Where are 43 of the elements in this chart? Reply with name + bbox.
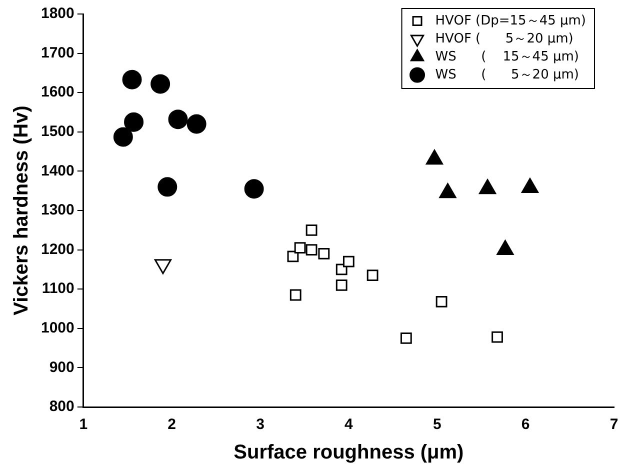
point — [436, 296, 448, 308]
y-tick-label: 1100 — [42, 280, 74, 298]
y-tick-label: 1700 — [40, 44, 74, 62]
y-tick-label: 1600 — [40, 84, 74, 101]
y-tick-label: 900 — [49, 358, 74, 376]
point — [400, 332, 412, 344]
y-tick-label: 1400 — [40, 162, 74, 180]
point — [306, 224, 318, 236]
y-tick-label: 800 — [49, 398, 74, 416]
point — [318, 248, 330, 260]
point — [150, 74, 170, 94]
x-axis-title: Surface roughness (μm) — [234, 442, 464, 464]
y-tick-label: 1200 — [40, 240, 74, 258]
x-tick-label: 7 — [610, 416, 618, 434]
point — [158, 177, 178, 197]
point — [342, 256, 354, 268]
x-tick-label: 2 — [168, 416, 176, 434]
legend-label: HVOF ( 5～20 μm) — [435, 31, 574, 46]
point — [294, 242, 306, 254]
point — [244, 179, 264, 199]
y-axis-title: Vickers hardness (Hv) — [10, 106, 33, 316]
legend-label: WS ( 5～20 μm) — [435, 67, 579, 82]
point — [122, 70, 142, 90]
y-tick-label: 1300 — [40, 202, 74, 219]
y-tick-label: 1500 — [40, 123, 74, 140]
point — [113, 127, 133, 147]
point — [306, 244, 318, 256]
legend-label: WS ( 15～45 μm) — [435, 49, 580, 64]
point — [366, 270, 378, 282]
x-tick-label: 6 — [521, 416, 530, 434]
point — [186, 114, 206, 134]
y-tick-label: 1000 — [40, 320, 74, 337]
point — [168, 110, 188, 130]
point — [290, 289, 302, 301]
x-tick-label: 1 — [79, 416, 88, 434]
x-tick-label: 5 — [432, 416, 442, 434]
legend-label: HVOF (Dp=15～45 μm) — [435, 13, 586, 28]
point — [492, 331, 503, 343]
point — [336, 279, 348, 291]
x-tick-label: 3 — [256, 416, 264, 434]
point — [124, 112, 144, 132]
x-tick-label: 4 — [344, 416, 354, 434]
y-tick-label: 1800 — [40, 5, 74, 22]
